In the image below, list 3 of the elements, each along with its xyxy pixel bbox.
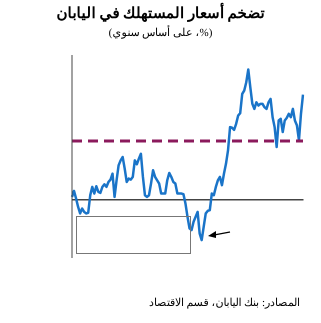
chart-subtitle: (%، على أساس سنوي): [108, 26, 214, 39]
chart-title: تضخم أسعار المستهلك في اليابان: [56, 4, 266, 23]
text: المصادر: بنك اليابان، قسم الاقتصاد: [148, 296, 300, 309]
